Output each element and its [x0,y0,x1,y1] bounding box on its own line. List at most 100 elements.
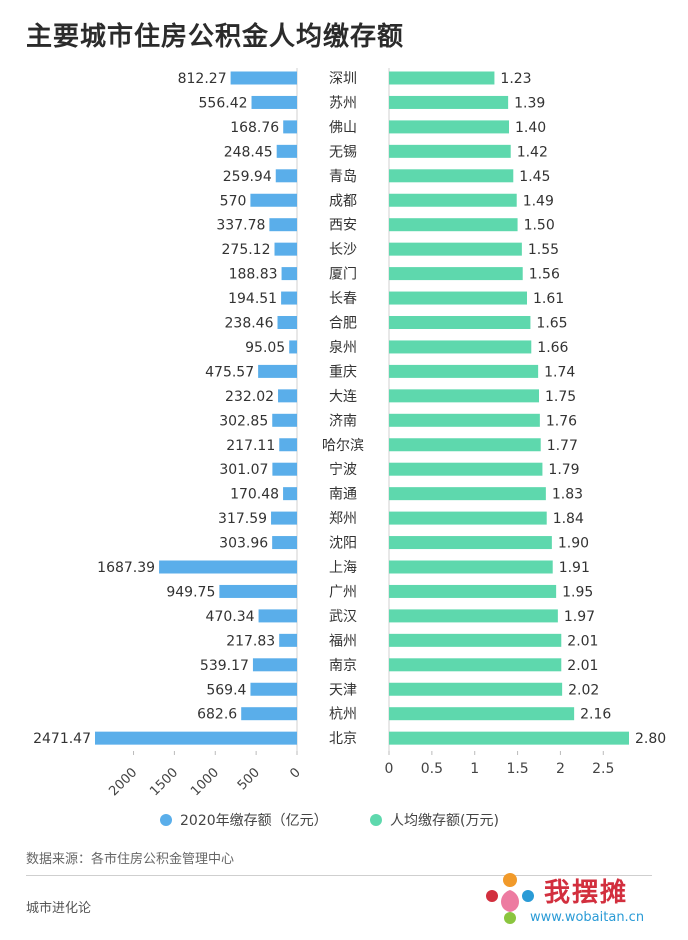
category-label: 南通 [329,487,357,503]
amount-value-label: 570 [220,193,247,209]
per-capita-value-label: 2.16 [580,707,611,723]
category-label: 郑州 [329,511,357,527]
watermark-name: 我摆摊 [544,878,629,908]
category-label: 天津 [329,682,357,698]
watermark-url: www.wobaitan.cn [530,910,645,925]
category-label: 长沙 [329,242,357,258]
per-capita-value-label: 1.75 [545,389,576,405]
amount-bar [278,389,297,403]
amount-value-label: 303.96 [219,536,268,552]
per-capita-bar [389,560,553,574]
category-label: 泉州 [329,339,357,356]
category-label: 无锡 [329,144,357,160]
amount-bar [283,487,297,501]
data-source: 数据来源：各市住房公积金管理中心 [26,852,235,867]
amount-value-label: 539.17 [200,658,249,674]
per-capita-bar [389,438,541,452]
category-label: 西安 [329,218,357,234]
amount-value-label: 95.05 [245,340,285,356]
per-capita-bar [389,340,532,354]
category-label: 大连 [329,389,357,405]
amount-value-label: 188.83 [229,267,278,283]
per-capita-bar [389,364,539,378]
amount-bar [230,71,297,85]
per-capita-bar [389,609,558,623]
amount-bar [269,218,297,232]
per-capita-bar [389,658,562,672]
per-capita-value-label: 1.39 [514,95,545,111]
amount-bar [272,462,297,476]
amount-bar [271,511,297,525]
per-capita-value-label: 1.77 [547,438,578,454]
category-label: 沈阳 [329,536,357,552]
amount-bar [277,316,297,329]
per-capita-value-label: 1.83 [552,487,583,503]
category-label: 重庆 [329,364,357,380]
per-capita-bar [389,242,522,256]
amount-bar [281,291,297,305]
amount-bar [258,364,297,378]
amount-bar [283,120,297,134]
per-capita-bar [389,218,518,232]
per-capita-value-label: 1.95 [562,584,593,600]
amount-bar [279,438,297,452]
per-capita-bar [389,536,552,550]
amount-bar [272,536,297,550]
per-capita-bar [389,120,509,134]
amount-tick-label: 2000 [106,765,140,799]
amount-bar [274,242,297,256]
per-capita-value-label: 1.79 [548,462,579,478]
legend-item-amount: 2020年缴存额（亿元） [160,810,328,830]
per-capita-bar [389,682,563,696]
per-capita-bar [389,413,540,427]
per-capita-tick-label: 0 [385,761,394,777]
amount-value-label: 194.51 [228,291,277,307]
amount-value-label: 682.6 [197,707,237,723]
amount-value-label: 949.75 [166,584,215,600]
category-label: 哈尔滨 [322,438,364,454]
per-capita-bar [389,193,517,207]
amount-tick-label: 1000 [188,765,222,799]
amount-bar [219,584,297,598]
category-label: 武汉 [329,609,357,625]
per-capita-value-label: 1.97 [564,609,595,625]
per-capita-value-label: 2.80 [635,731,666,747]
category-label: 长春 [329,291,357,307]
per-capita-bar [389,267,523,281]
amount-value-label: 2471.47 [33,731,91,747]
per-capita-value-label: 1.65 [536,316,567,332]
amount-value-label: 232.02 [225,389,274,405]
per-capita-bar [389,95,509,109]
per-capita-bar [389,707,575,721]
amount-value-label: 301.07 [219,462,268,478]
legend-label-per-capita: 人均缴存额(万元) [390,813,499,829]
category-label: 福州 [329,633,357,649]
per-capita-bar [389,316,531,329]
amount-value-label: 259.94 [223,169,272,185]
amount-bar [281,267,297,281]
per-capita-bar [389,169,514,183]
category-label: 深圳 [329,71,357,87]
legend-dot-per-capita [370,814,382,826]
legend-label-amount: 2020年缴存额（亿元） [180,813,328,829]
per-capita-value-label: 2.01 [567,658,598,674]
per-capita-value-label: 1.66 [537,340,568,356]
chart-title: 主要城市住房公积金人均缴存额 [26,22,405,52]
per-capita-bar [389,731,629,745]
category-label: 青岛 [329,169,357,185]
amount-value-label: 168.76 [230,120,279,136]
per-capita-value-label: 1.76 [546,413,577,429]
amount-value-label: 238.46 [225,316,274,332]
per-capita-bar [389,389,539,403]
legend-item-per-capita: 人均缴存额(万元) [370,810,499,830]
amount-value-label: 812.27 [178,71,227,87]
category-label: 济南 [329,413,357,429]
amount-bar [159,560,297,574]
people-logo-icon [486,873,534,924]
amount-bar [279,633,297,647]
watermark-logo: 我摆摊 www.wobaitan.cn [478,868,678,934]
category-label: 北京 [329,731,357,747]
amount-value-label: 470.34 [206,609,255,625]
amount-bar [276,144,297,158]
per-capita-bar [389,291,527,305]
